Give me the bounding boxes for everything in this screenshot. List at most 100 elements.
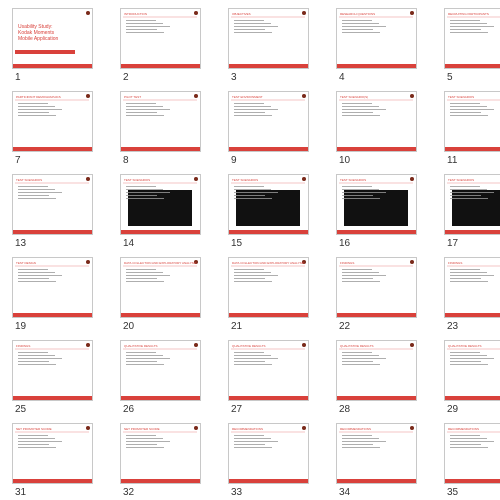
slide-thumbnail[interactable]: OBJECTIVES (228, 8, 309, 69)
slide-logo (86, 260, 90, 264)
text-line (18, 355, 55, 356)
slide-thumbnail[interactable]: FINDINGS (12, 340, 93, 401)
slide-thumbnail[interactable]: DATA COLLECTION AND EXPLORATORY ANALYSIS (228, 257, 309, 318)
text-line (234, 26, 278, 27)
slide-logo (194, 94, 198, 98)
slide-number: 34 (339, 487, 351, 498)
slide-number: 33 (231, 487, 243, 498)
slide-logo (86, 343, 90, 347)
slide-thumbnail[interactable]: RECOMMENDATIONS (444, 423, 500, 484)
slide-frame (12, 423, 93, 484)
text-line (234, 112, 265, 113)
slide-logo (86, 426, 90, 430)
text-line (234, 186, 264, 187)
slide-thumbnail[interactable]: RECRUITING PARTICIPANTS (444, 8, 500, 69)
slide-thumbnail[interactable]: QUALITATIVE RESULTS (336, 340, 417, 401)
slide-thumbnail[interactable]: TEST DESIGN (12, 257, 93, 318)
slide-title: TEST SCENARIOS (124, 178, 150, 182)
text-line (126, 106, 163, 107)
slide-footer (13, 396, 92, 400)
text-line (234, 438, 271, 439)
slide-footer (229, 396, 308, 400)
text-line (126, 186, 156, 187)
slide-frame (444, 340, 500, 401)
slide-frame (120, 8, 201, 69)
slide-thumbnail[interactable]: Usability Study: Kodak Moments Mobile Appl… (12, 8, 93, 69)
slide-thumbnail[interactable]: QUALITATIVE RESULTS (120, 340, 201, 401)
text-line (126, 23, 163, 24)
slide-footer (121, 230, 200, 234)
slide-footer (445, 313, 500, 317)
slide-thumbnail[interactable]: TEST ENVIRONMENT (228, 91, 309, 152)
slide-thumbnail[interactable]: QUALITATIVE RESULTS (444, 340, 500, 401)
slide-thumbnail[interactable]: QUALITATIVE RESULTS (228, 340, 309, 401)
slide-footer (229, 479, 308, 483)
slide-footer (13, 479, 92, 483)
slide-number: 19 (15, 321, 27, 332)
text-line (126, 278, 157, 279)
text-line (126, 32, 164, 33)
text-line (342, 26, 386, 27)
text-line (450, 361, 481, 362)
text-line (450, 112, 481, 113)
text-line (126, 435, 156, 436)
slide-title: TEST SCENARIOS (448, 178, 474, 182)
text-line (18, 278, 49, 279)
text-line (450, 32, 488, 33)
text-line (450, 23, 487, 24)
text-line (342, 109, 386, 110)
slide-footer (337, 230, 416, 234)
slide-thumbnail[interactable]: NET PROMOTER SCORE (12, 423, 93, 484)
slide-thumbnail[interactable]: RESEARCH QUESTIONS (336, 8, 417, 69)
text-line (234, 355, 271, 356)
slide-thumbnail[interactable]: INTRODUCTION (120, 8, 201, 69)
slide-frame (120, 340, 201, 401)
slide-number: 1 (15, 72, 21, 83)
slide-thumbnail[interactable]: TEST SCENARIOS (12, 174, 93, 235)
slide-thumbnail[interactable]: TEST SCENARIOS (444, 91, 500, 152)
slide-title: TEST SCENARIOS (16, 178, 42, 182)
text-line (450, 355, 487, 356)
slide-number: 13 (15, 238, 27, 249)
slide-footer (337, 313, 416, 317)
slide-thumbnail[interactable]: TEST SCENARIOS (228, 174, 309, 235)
slide-footer (121, 313, 200, 317)
text-line (18, 352, 48, 353)
slide-thumbnail[interactable]: NET PROMOTER SCORE (120, 423, 201, 484)
slide-logo (302, 260, 306, 264)
text-line (126, 192, 170, 193)
text-line (450, 281, 488, 282)
slide-thumbnail[interactable]: PARTICIPANT DEMOGRAPHICS (12, 91, 93, 152)
slide-footer (13, 230, 92, 234)
slide-thumbnail[interactable]: RECOMMENDATIONS (336, 423, 417, 484)
text-line (234, 444, 265, 445)
slide-frame (120, 257, 201, 318)
text-line (342, 358, 386, 359)
slide-thumbnail[interactable]: FINDINGS (336, 257, 417, 318)
slide-title: RECOMMENDATIONS (232, 427, 263, 431)
slide-title: DATA COLLECTION AND EXPLORATORY ANALYSIS (124, 261, 196, 265)
slide-thumbnail[interactable]: PILOT TEST (120, 91, 201, 152)
slide-title: TEST SCENARIOS (448, 95, 474, 99)
slide-footer (121, 479, 200, 483)
slide-logo (86, 177, 90, 181)
slide-thumbnail[interactable]: TEST SCENARIO(S) (336, 91, 417, 152)
text-line (342, 103, 372, 104)
text-line (126, 275, 170, 276)
text-line (18, 364, 56, 365)
title-bar (15, 50, 75, 54)
slide-number: 29 (447, 404, 459, 415)
text-line (450, 26, 494, 27)
slide-thumbnail[interactable]: TEST SCENARIOS (444, 174, 500, 235)
text-line (342, 192, 386, 193)
slide-thumbnail[interactable]: TEST SCENARIOS (120, 174, 201, 235)
text-line (450, 275, 494, 276)
slide-thumbnail[interactable]: FINDINGS (444, 257, 500, 318)
text-line (342, 195, 373, 196)
slide-frame (228, 257, 309, 318)
slide-thumbnail[interactable]: DATA COLLECTION AND EXPLORATORY ANALYSIS (120, 257, 201, 318)
text-line (18, 192, 62, 193)
slide-thumbnail[interactable]: RECOMMENDATIONS (228, 423, 309, 484)
slide-thumbnail[interactable]: TEST SCENARIOS (336, 174, 417, 235)
text-line (234, 115, 272, 116)
